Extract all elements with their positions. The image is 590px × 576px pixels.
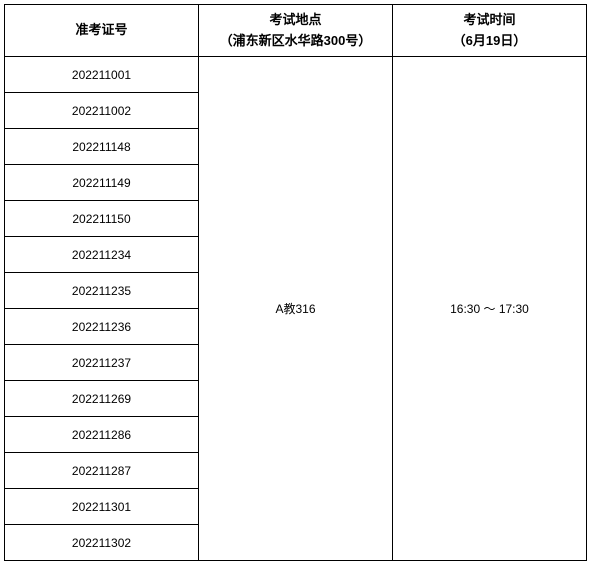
location-cell: A教316	[199, 57, 393, 561]
exam-id-cell: 202211302	[5, 525, 199, 561]
time-cell: 16:30 ～ 17:30	[393, 57, 587, 561]
header-location: 考试地点 （浦东新区水华路300号）	[199, 5, 393, 57]
exam-id-cell: 202211301	[5, 489, 199, 525]
header-location-line2: （浦东新区水华路300号）	[199, 31, 392, 52]
exam-id-cell: 202211287	[5, 453, 199, 489]
header-row: 准考证号 考试地点 （浦东新区水华路300号） 考试时间 （6月19日）	[5, 5, 587, 57]
exam-id-cell: 202211269	[5, 381, 199, 417]
exam-id-cell: 202211150	[5, 201, 199, 237]
exam-id-cell: 202211234	[5, 237, 199, 273]
exam-id-cell: 202211286	[5, 417, 199, 453]
exam-id-cell: 202211002	[5, 93, 199, 129]
header-exam-id: 准考证号	[5, 5, 199, 57]
exam-id-cell: 202211237	[5, 345, 199, 381]
exam-schedule-table-container: 准考证号 考试地点 （浦东新区水华路300号） 考试时间 （6月19日） 202…	[4, 4, 586, 561]
exam-id-cell: 202211236	[5, 309, 199, 345]
exam-id-cell: 202211149	[5, 165, 199, 201]
header-exam-id-line1: 准考证号	[5, 20, 198, 41]
exam-schedule-table: 准考证号 考试地点 （浦东新区水华路300号） 考试时间 （6月19日） 202…	[4, 4, 587, 561]
exam-id-cell: 202211235	[5, 273, 199, 309]
table-row: 202211001A教31616:30 ～ 17:30	[5, 57, 587, 93]
header-time: 考试时间 （6月19日）	[393, 5, 587, 57]
exam-id-cell: 202211001	[5, 57, 199, 93]
table-body: 202211001A教31616:30 ～ 17:302022110022022…	[5, 57, 587, 561]
exam-id-cell: 202211148	[5, 129, 199, 165]
table-header: 准考证号 考试地点 （浦东新区水华路300号） 考试时间 （6月19日）	[5, 5, 587, 57]
header-time-line1: 考试时间	[393, 10, 586, 31]
header-time-line2: （6月19日）	[393, 31, 586, 52]
header-location-line1: 考试地点	[199, 10, 392, 31]
